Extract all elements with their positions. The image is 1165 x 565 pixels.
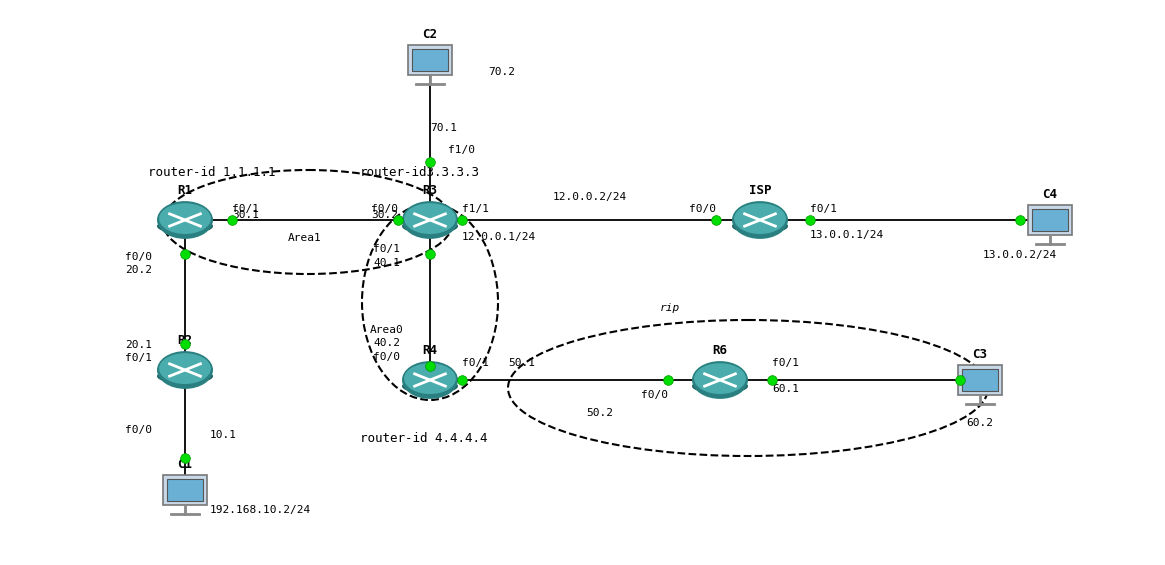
Text: 20.2: 20.2 (125, 265, 151, 275)
Text: 192.168.10.2/24: 192.168.10.2/24 (210, 505, 311, 515)
Text: C1: C1 (177, 458, 192, 471)
Bar (408, 45, 452, 75)
Ellipse shape (157, 201, 213, 239)
Ellipse shape (157, 219, 213, 234)
Text: f1/0: f1/0 (449, 145, 475, 155)
Text: 50.1: 50.1 (508, 358, 535, 368)
Ellipse shape (157, 351, 213, 389)
Text: 12.0.0.2/24: 12.0.0.2/24 (553, 192, 627, 202)
Text: 60.2: 60.2 (967, 418, 994, 428)
Text: 60.1: 60.1 (772, 384, 799, 394)
Text: 50.2: 50.2 (586, 408, 614, 418)
Ellipse shape (404, 363, 456, 394)
Text: 10.1: 10.1 (210, 430, 236, 440)
Ellipse shape (402, 219, 458, 234)
Ellipse shape (694, 363, 746, 394)
Text: C3: C3 (973, 347, 988, 360)
Text: 40.1: 40.1 (373, 258, 400, 268)
Text: router-id 1.1.1.1: router-id 1.1.1.1 (148, 166, 275, 179)
Ellipse shape (402, 201, 458, 239)
Text: R4: R4 (423, 344, 438, 357)
Bar (961, 369, 998, 391)
Bar (958, 364, 1002, 396)
Text: 40.2: 40.2 (373, 338, 400, 348)
Ellipse shape (732, 219, 788, 234)
Bar (411, 49, 449, 71)
Bar (1032, 209, 1068, 231)
Text: f0/0: f0/0 (689, 204, 716, 214)
Text: ISP: ISP (749, 184, 771, 197)
Text: R2: R2 (177, 334, 192, 347)
Text: f0/0: f0/0 (641, 390, 668, 400)
Text: f0/1: f0/1 (232, 204, 259, 214)
Text: R3: R3 (423, 184, 438, 197)
Text: 30.2: 30.2 (370, 210, 398, 220)
Ellipse shape (157, 368, 213, 384)
Text: Area0: Area0 (370, 325, 404, 335)
Ellipse shape (692, 379, 748, 394)
Text: 13.0.0.1/24: 13.0.0.1/24 (810, 230, 884, 240)
Ellipse shape (732, 201, 788, 239)
Text: f0/1: f0/1 (463, 358, 489, 368)
Text: C4: C4 (1043, 188, 1058, 201)
Text: rip: rip (661, 303, 680, 313)
Ellipse shape (692, 361, 748, 399)
Text: 30.1: 30.1 (232, 210, 259, 220)
Text: router-id3.3.3.3: router-id3.3.3.3 (360, 166, 480, 179)
Text: 20.1: 20.1 (125, 340, 151, 350)
Text: f0/0: f0/0 (370, 204, 398, 214)
Text: Area1: Area1 (288, 233, 322, 243)
Text: R6: R6 (713, 344, 727, 357)
Bar (1028, 205, 1073, 236)
Text: f0/1: f0/1 (810, 204, 836, 214)
Text: 70.1: 70.1 (430, 123, 457, 133)
Ellipse shape (404, 203, 456, 234)
Bar (163, 475, 207, 506)
Text: f0/0: f0/0 (125, 425, 151, 435)
Text: 12.0.0.1/24: 12.0.0.1/24 (463, 232, 536, 242)
Text: f0/0: f0/0 (125, 252, 151, 262)
Text: R1: R1 (177, 184, 192, 197)
Ellipse shape (160, 353, 211, 384)
Text: f0/1: f0/1 (772, 358, 799, 368)
Text: 13.0.0.2/24: 13.0.0.2/24 (983, 250, 1057, 260)
Text: f0/1: f0/1 (125, 353, 151, 363)
Text: router-id 4.4.4.4: router-id 4.4.4.4 (360, 432, 487, 445)
Ellipse shape (402, 361, 458, 399)
Ellipse shape (734, 203, 786, 234)
Text: f1/1: f1/1 (463, 204, 489, 214)
Text: C2: C2 (423, 28, 438, 41)
Text: f0/1: f0/1 (373, 244, 400, 254)
Ellipse shape (160, 203, 211, 234)
Ellipse shape (402, 379, 458, 394)
Bar (167, 479, 204, 501)
Text: f0/0: f0/0 (373, 352, 400, 362)
Text: 70.2: 70.2 (488, 67, 515, 77)
